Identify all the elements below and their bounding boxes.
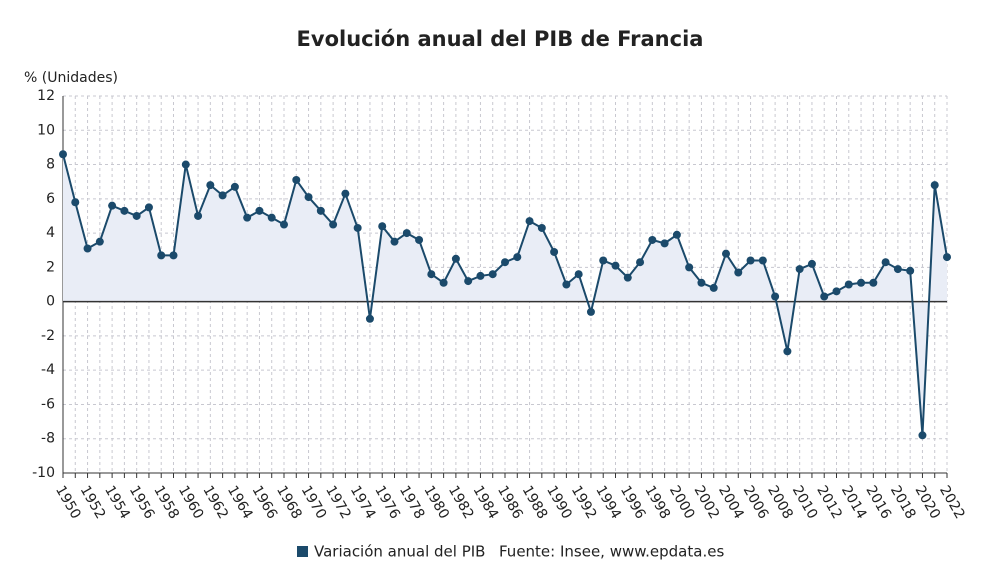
point xyxy=(893,265,902,274)
point xyxy=(501,258,509,267)
point xyxy=(120,206,129,215)
point xyxy=(820,292,829,301)
point xyxy=(881,258,890,267)
y-tick-label: -4 xyxy=(41,362,55,378)
point xyxy=(722,249,730,258)
point xyxy=(648,235,657,244)
y-tick-label: 8 xyxy=(46,157,55,173)
point xyxy=(562,280,571,289)
point xyxy=(71,198,80,207)
point xyxy=(795,265,804,274)
point xyxy=(537,223,546,232)
point xyxy=(685,263,694,272)
point xyxy=(415,235,424,244)
point xyxy=(746,256,755,265)
point xyxy=(734,268,743,277)
point xyxy=(943,253,951,262)
point xyxy=(857,278,866,287)
point xyxy=(206,181,215,190)
point xyxy=(108,201,117,210)
point xyxy=(304,193,313,202)
point xyxy=(280,220,288,229)
area-fill xyxy=(63,154,947,436)
point xyxy=(132,211,141,220)
point xyxy=(439,278,448,287)
point xyxy=(353,223,362,232)
point xyxy=(157,251,166,260)
point xyxy=(95,237,104,246)
point xyxy=(611,261,620,270)
point xyxy=(697,278,706,287)
point xyxy=(59,150,67,159)
y-axis-label: % (Unidades) xyxy=(24,70,118,86)
y-tick-label: 10 xyxy=(37,122,55,138)
point xyxy=(832,287,841,296)
point xyxy=(378,222,387,231)
point xyxy=(623,273,632,282)
point xyxy=(83,244,92,253)
point xyxy=(365,314,374,323)
y-tick-label: -2 xyxy=(41,328,55,344)
point xyxy=(230,182,239,191)
y-tick-label: -10 xyxy=(32,465,55,481)
point xyxy=(709,283,718,292)
point xyxy=(586,307,595,316)
point xyxy=(476,271,485,280)
y-tick-label: 6 xyxy=(46,191,55,207)
point xyxy=(525,217,534,226)
legend-swatch xyxy=(297,546,308,557)
point xyxy=(844,280,853,289)
point xyxy=(169,251,178,260)
y-tick-label: 12 xyxy=(37,88,55,104)
point xyxy=(292,175,301,184)
point xyxy=(550,247,559,256)
chart-title: Evolución anual del PIB de Francia xyxy=(297,27,704,51)
point xyxy=(402,229,411,238)
point xyxy=(636,258,645,267)
point xyxy=(451,254,460,263)
point xyxy=(599,256,608,265)
point xyxy=(783,347,792,356)
point xyxy=(771,292,780,301)
point xyxy=(329,220,338,229)
y-tick-label: 4 xyxy=(46,225,55,241)
y-tick-label: -8 xyxy=(41,431,55,447)
point xyxy=(194,211,203,220)
point xyxy=(807,259,816,268)
point xyxy=(427,270,436,279)
point xyxy=(255,206,264,215)
point xyxy=(181,160,190,169)
point xyxy=(930,181,939,190)
point xyxy=(464,277,473,286)
point xyxy=(144,203,153,212)
point xyxy=(267,213,276,222)
point xyxy=(341,189,350,198)
point xyxy=(918,431,927,440)
point xyxy=(758,256,767,265)
point xyxy=(906,266,915,275)
point xyxy=(488,270,497,279)
x-tick-label: 2022 xyxy=(936,483,968,522)
legend-label: Variación anual del PIB xyxy=(314,543,485,561)
y-tick-label: 2 xyxy=(46,259,55,275)
point xyxy=(574,270,583,279)
point xyxy=(869,278,878,287)
point xyxy=(660,239,669,248)
point xyxy=(672,230,681,239)
source: Fuente: Insee, www.epdata.es xyxy=(499,543,724,561)
y-tick-label: -6 xyxy=(41,396,55,412)
point xyxy=(218,191,227,200)
y-tick-label: 0 xyxy=(46,294,55,310)
point xyxy=(316,206,325,215)
point xyxy=(513,253,522,262)
point xyxy=(390,237,399,246)
point xyxy=(243,213,252,222)
